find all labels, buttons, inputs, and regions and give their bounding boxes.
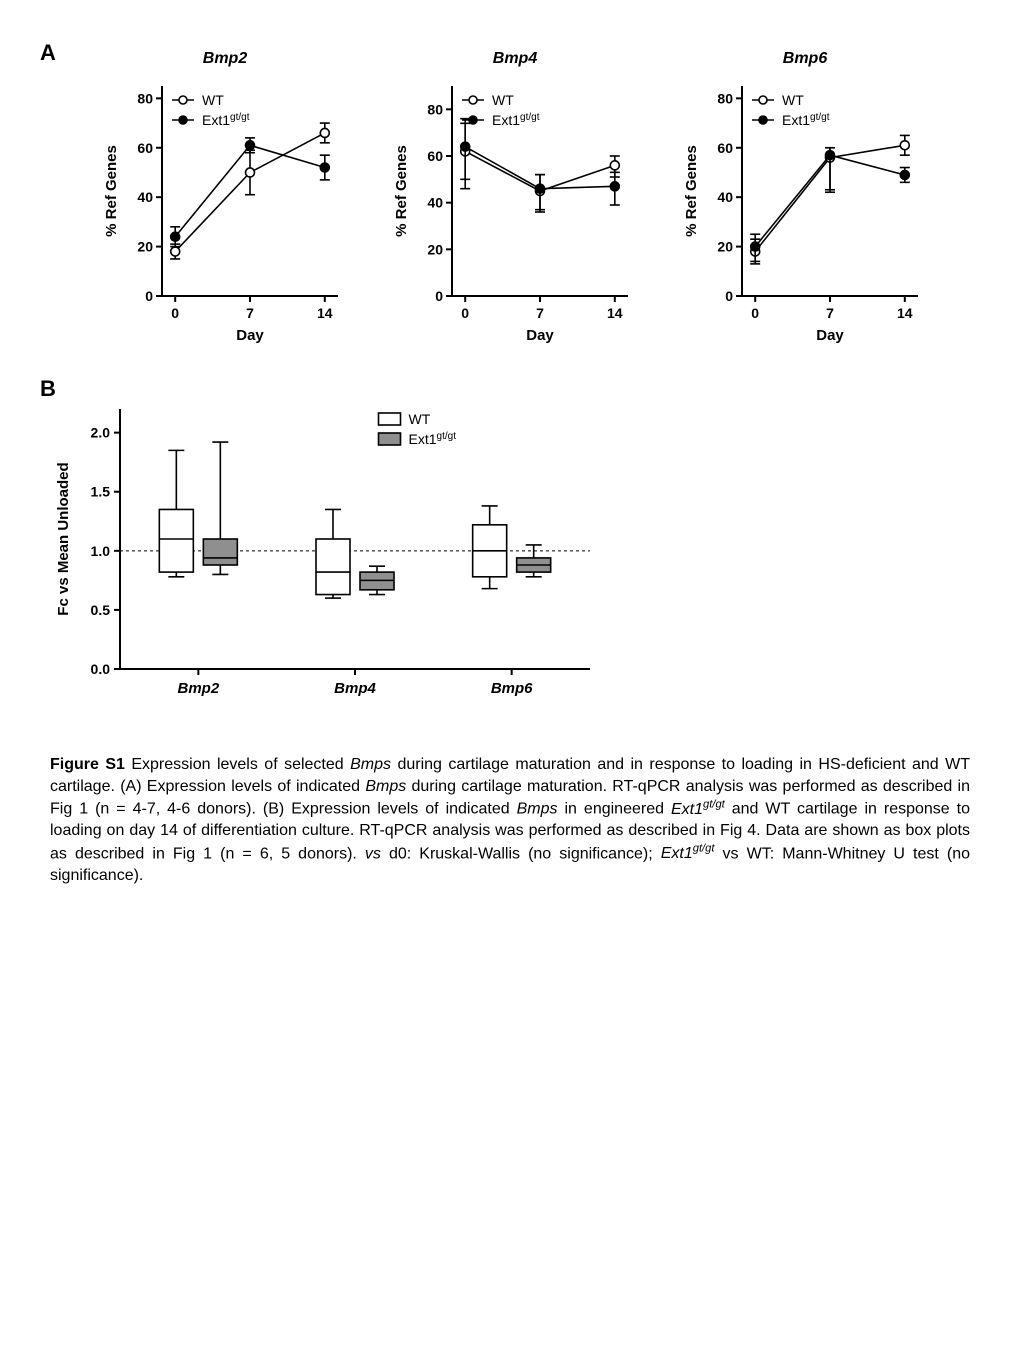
svg-text:20: 20 [717,239,733,255]
chart-svg-bmp2: 0 20 40 60 80 0 7 14 Day % Ref Genes WT Ext1gt/gt [100,76,350,346]
chart-bmp6: Bmp6 0 20 40 60 80 0 7 14 Day % Ref Genes WT Ext1gt… [680,50,930,351]
svg-text:WT: WT [202,92,224,108]
svg-text:0: 0 [145,288,153,304]
svg-text:Day: Day [526,327,554,344]
svg-text:80: 80 [717,90,733,106]
svg-text:14: 14 [607,305,623,321]
svg-text:20: 20 [427,241,443,257]
panel-a-label: A [40,40,56,66]
chart-svg-bmp4: 0 20 40 60 80 0 7 14 Day % Ref Genes WT Ext1gt/gt [390,76,640,346]
panel-b-label: B [40,376,56,402]
svg-text:WT: WT [492,92,514,108]
svg-text:0: 0 [171,305,179,321]
svg-text:Ext1gt/gt: Ext1gt/gt [409,431,457,447]
svg-text:0.5: 0.5 [91,602,111,618]
figure-label: Figure S1 [50,756,125,773]
svg-text:Bmp2: Bmp2 [177,680,219,697]
figure-caption: Figure S1 Expression levels of selected … [50,754,970,886]
svg-text:40: 40 [717,189,733,205]
svg-text:% Ref Genes: % Ref Genes [393,145,410,237]
svg-text:60: 60 [717,140,733,156]
svg-text:% Ref Genes: % Ref Genes [683,145,700,237]
svg-text:40: 40 [427,195,443,211]
svg-text:0.0: 0.0 [91,661,111,677]
svg-text:Bmp6: Bmp6 [491,680,533,697]
svg-text:7: 7 [536,305,544,321]
svg-text:2.0: 2.0 [91,425,111,441]
svg-text:Day: Day [236,327,264,344]
svg-text:14: 14 [317,305,333,321]
svg-text:Fc vs Mean Unloaded: Fc vs Mean Unloaded [55,462,72,615]
svg-text:60: 60 [427,148,443,164]
chart-title: Bmp6 [680,50,930,68]
svg-text:% Ref Genes: % Ref Genes [103,145,120,237]
panel-b-svg: 0.0 0.5 1.0 1.5 2.0 Fc vs Mean Unloaded Bmp2 Bm… [50,389,610,709]
chart-svg-bmp6: 0 20 40 60 80 0 7 14 Day % Ref Genes WT Ext1gt/gt [680,76,930,346]
svg-text:7: 7 [246,305,254,321]
svg-text:0: 0 [725,288,733,304]
svg-text:0: 0 [461,305,469,321]
chart-bmp2: Bmp2 0 20 40 60 80 0 7 14 Day % Ref Genes WT Ext1gt… [100,50,350,351]
figure-page: A Bmp2 0 20 40 60 80 0 7 14 Day % Ref Genes WT Ext1… [0,0,1020,1360]
svg-text:1.5: 1.5 [91,484,111,500]
panel-b-wrap: 0.0 0.5 1.0 1.5 2.0 Fc vs Mean Unloaded Bmp2 Bm… [50,389,970,714]
svg-text:WT: WT [782,92,804,108]
svg-text:0: 0 [435,288,443,304]
panel-a-row: Bmp2 0 20 40 60 80 0 7 14 Day % Ref Genes WT Ext1gt… [100,50,930,351]
svg-text:Day: Day [816,327,844,344]
chart-bmp4: Bmp4 0 20 40 60 80 0 7 14 Day % Ref Genes WT Ext1gt… [390,50,640,351]
svg-text:40: 40 [137,189,153,205]
chart-title: Bmp2 [100,50,350,68]
svg-text:14: 14 [897,305,913,321]
svg-text:Bmp4: Bmp4 [334,680,376,697]
svg-text:WT: WT [409,411,431,427]
svg-text:Ext1gt/gt: Ext1gt/gt [202,112,250,128]
chart-title: Bmp4 [390,50,640,68]
svg-text:60: 60 [137,140,153,156]
svg-text:0: 0 [751,305,759,321]
svg-text:80: 80 [427,101,443,117]
svg-text:Ext1gt/gt: Ext1gt/gt [492,112,540,128]
svg-text:Ext1gt/gt: Ext1gt/gt [782,112,830,128]
svg-text:80: 80 [137,90,153,106]
svg-text:20: 20 [137,239,153,255]
svg-text:7: 7 [826,305,834,321]
svg-text:1.0: 1.0 [91,543,111,559]
